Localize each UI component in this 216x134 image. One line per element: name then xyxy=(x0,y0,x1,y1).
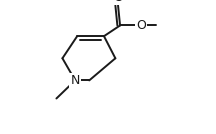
Text: N: N xyxy=(70,74,80,87)
Text: O: O xyxy=(113,0,123,4)
Text: O: O xyxy=(136,19,146,32)
